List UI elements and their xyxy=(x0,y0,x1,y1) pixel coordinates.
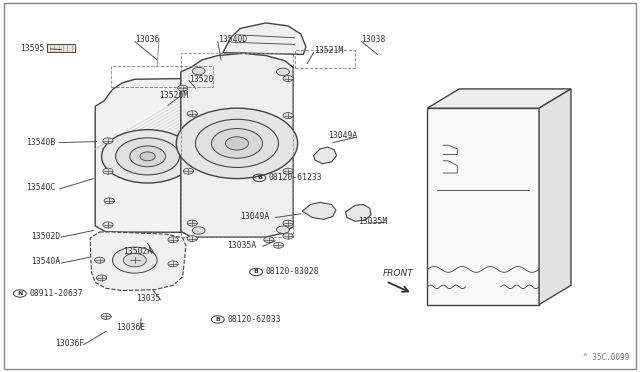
Circle shape xyxy=(168,261,178,267)
Text: 13035: 13035 xyxy=(136,294,161,303)
Circle shape xyxy=(101,314,111,320)
Text: FRONT: FRONT xyxy=(383,269,413,278)
Circle shape xyxy=(195,119,278,167)
Text: 13036: 13036 xyxy=(135,35,159,44)
Text: 13520: 13520 xyxy=(189,75,214,84)
Circle shape xyxy=(102,130,193,183)
Text: 13595: 13595 xyxy=(20,44,44,53)
Circle shape xyxy=(283,220,293,226)
Polygon shape xyxy=(314,147,337,164)
Text: 13049A: 13049A xyxy=(240,212,269,221)
Polygon shape xyxy=(95,78,211,232)
Text: N: N xyxy=(17,291,22,296)
Circle shape xyxy=(113,247,157,273)
Circle shape xyxy=(103,222,113,228)
Circle shape xyxy=(187,220,197,226)
Circle shape xyxy=(176,108,298,179)
Text: 13540C: 13540C xyxy=(26,183,56,192)
Circle shape xyxy=(95,257,105,263)
Text: 13540B: 13540B xyxy=(26,138,56,147)
Polygon shape xyxy=(428,89,571,108)
Text: 13049A: 13049A xyxy=(328,131,358,141)
Polygon shape xyxy=(346,205,371,221)
Text: 13038: 13038 xyxy=(362,35,386,44)
Text: 13036F: 13036F xyxy=(55,339,84,349)
Circle shape xyxy=(187,111,197,117)
Text: 13540D: 13540D xyxy=(218,35,247,44)
Polygon shape xyxy=(302,202,336,219)
Circle shape xyxy=(273,242,284,248)
Circle shape xyxy=(187,235,197,241)
Polygon shape xyxy=(223,23,306,54)
Circle shape xyxy=(103,168,113,174)
Circle shape xyxy=(211,129,262,158)
Circle shape xyxy=(283,168,293,174)
Polygon shape xyxy=(90,232,186,291)
Text: 08120-62033: 08120-62033 xyxy=(227,315,281,324)
Circle shape xyxy=(276,226,289,234)
Circle shape xyxy=(225,137,248,150)
Circle shape xyxy=(103,138,113,144)
Circle shape xyxy=(140,152,156,161)
Circle shape xyxy=(104,198,115,204)
Polygon shape xyxy=(539,89,571,305)
Circle shape xyxy=(168,237,178,243)
FancyBboxPatch shape xyxy=(47,44,75,52)
Text: B: B xyxy=(257,175,262,180)
Text: 13036E: 13036E xyxy=(116,323,145,332)
Text: 13520M: 13520M xyxy=(159,91,188,100)
Circle shape xyxy=(97,275,107,281)
Text: 08911-20637: 08911-20637 xyxy=(29,289,83,298)
Circle shape xyxy=(192,67,205,75)
Text: 13502A: 13502A xyxy=(124,247,152,256)
Circle shape xyxy=(264,237,274,243)
Circle shape xyxy=(283,76,293,81)
Text: ^ 35C.0099: ^ 35C.0099 xyxy=(584,353,630,362)
Circle shape xyxy=(183,168,193,174)
Circle shape xyxy=(116,138,179,175)
Text: B: B xyxy=(216,317,220,322)
Text: 08120-61233: 08120-61233 xyxy=(269,173,323,182)
Circle shape xyxy=(283,233,293,239)
Circle shape xyxy=(177,85,188,91)
Circle shape xyxy=(192,227,205,234)
Text: 13035M: 13035M xyxy=(358,217,388,226)
Text: 13035A: 13035A xyxy=(227,241,257,250)
Text: 13502D: 13502D xyxy=(31,231,61,241)
Text: 13540A: 13540A xyxy=(31,257,61,266)
Circle shape xyxy=(130,146,166,167)
Text: B: B xyxy=(253,269,259,275)
Circle shape xyxy=(276,68,289,76)
Text: 13521M: 13521M xyxy=(314,46,343,55)
Circle shape xyxy=(124,253,147,267)
FancyBboxPatch shape xyxy=(428,108,539,305)
Polygon shape xyxy=(180,53,293,237)
Circle shape xyxy=(283,113,293,119)
Text: 08120-83028: 08120-83028 xyxy=(266,267,319,276)
